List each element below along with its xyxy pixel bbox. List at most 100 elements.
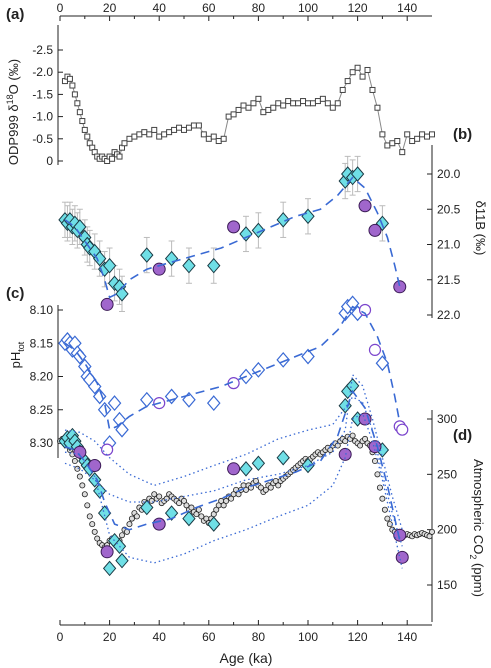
data-point-small-circle (183, 502, 190, 509)
data-point-open-diamond (115, 421, 129, 438)
data-point-square (225, 113, 232, 120)
data-point-square (344, 78, 351, 85)
data-point-circle (393, 280, 407, 294)
data-point-square (69, 82, 76, 89)
data-point-square (121, 140, 128, 147)
data-point-diamond (301, 208, 315, 225)
y-label-d: Atmospheric CO2 (ppm) (468, 459, 486, 597)
bottom-tick-label: 80 (252, 630, 266, 644)
data-point-square (195, 122, 202, 129)
data-point-small-circle (151, 491, 158, 498)
data-point-small-circle (163, 495, 170, 502)
data-point-small-circle (128, 515, 135, 522)
data-point-square (424, 133, 431, 140)
data-point-small-circle (357, 442, 364, 449)
x-axis-label: Age (ka) (220, 650, 273, 666)
data-point-square (369, 86, 376, 93)
data-point-small-circle (376, 484, 383, 491)
data-point-square (275, 100, 282, 107)
y-tick-label-c: 8.25 (30, 403, 54, 417)
data-point-diamond (239, 461, 253, 477)
data-point-small-circle (220, 502, 227, 509)
data-point-square (265, 106, 272, 113)
data-point-diamond (115, 286, 129, 302)
data-point-small-circle (86, 513, 93, 520)
data-point-square (109, 155, 116, 162)
data-point-small-circle (71, 458, 78, 465)
data-point-square (200, 131, 207, 138)
data-point-small-circle (81, 491, 88, 498)
y-tick-label-b: 21.5 (437, 273, 461, 287)
data-point-square (76, 109, 83, 116)
data-point-open-circle (368, 343, 382, 356)
y-tick-label-c: 8.30 (30, 436, 54, 450)
data-point-small-circle (91, 528, 98, 535)
data-point-square (74, 100, 81, 107)
data-point-small-circle (228, 495, 235, 502)
data-point-square (84, 133, 91, 140)
y-tick-label-a: -2.5 (32, 43, 53, 57)
data-point-square (185, 124, 192, 131)
y-label-c: pHtot (8, 341, 26, 368)
data-point-square (141, 129, 148, 136)
data-point-diamond (207, 516, 221, 532)
data-point-circle (100, 545, 114, 559)
data-point-small-circle (74, 465, 81, 472)
y-label-b: δ11B (‰) (473, 201, 488, 256)
data-point-square (349, 69, 356, 76)
y-tick-label-c: 8.10 (30, 303, 54, 317)
data-point-square (151, 126, 158, 133)
data-point-small-circle (349, 432, 356, 439)
data-point-circle (358, 199, 372, 213)
data-point-square (220, 135, 227, 142)
data-point-square (126, 135, 133, 142)
data-point-square (146, 131, 153, 138)
data-point-small-circle (381, 506, 388, 513)
data-point-square (300, 98, 307, 105)
data-point-square (305, 100, 311, 107)
data-point-open-diamond (345, 295, 360, 312)
data-point-open-circle (396, 423, 409, 436)
data-point-small-circle (156, 493, 163, 500)
data-point-square (79, 118, 86, 125)
y-tick-label-b: 20.5 (437, 202, 461, 216)
data-point-diamond (102, 257, 117, 274)
y-tick-label-c: 8.20 (30, 370, 54, 384)
envelope-dotted-line-d (64, 373, 403, 530)
data-point-small-circle (371, 458, 378, 465)
data-point-small-circle (84, 502, 91, 509)
data-point-circle (227, 462, 241, 476)
data-point-diamond (140, 499, 154, 516)
data-point-square (210, 133, 217, 140)
panel-d: 150 200 250 300 (57, 373, 457, 622)
data-point-open-diamond (107, 395, 122, 412)
data-point-small-circle (374, 471, 381, 478)
top-tick-label: 60 (202, 1, 216, 15)
data-point-open-diamond (301, 348, 315, 365)
data-point-small-circle (176, 500, 183, 507)
data-point-square (71, 91, 78, 98)
data-point-diamond (182, 510, 196, 527)
data-point-square (260, 109, 267, 116)
data-point-small-circle (188, 504, 195, 511)
y-tick-label-a: -1.5 (32, 87, 53, 101)
data-point-square (181, 126, 187, 133)
data-point-square (309, 100, 316, 107)
bottom-tick-label: 120 (348, 630, 368, 644)
data-point-square (359, 73, 366, 80)
data-point-diamond (276, 449, 290, 466)
data-point-square (136, 131, 143, 138)
top-tick-label: 40 (153, 1, 167, 15)
data-point-small-circle (257, 484, 264, 491)
data-point-small-circle (133, 513, 140, 520)
data-point-square (399, 149, 406, 156)
data-point-small-circle (198, 513, 205, 520)
top-tick-label: 20 (103, 1, 117, 15)
data-point-small-circle (379, 495, 386, 502)
data-point-square (285, 98, 292, 105)
data-point-open-diamond (251, 361, 266, 378)
data-point-circle (368, 223, 382, 237)
y-tick-label-b: 21.0 (437, 238, 461, 252)
data-point-square (215, 138, 222, 145)
data-point-square (354, 64, 361, 71)
